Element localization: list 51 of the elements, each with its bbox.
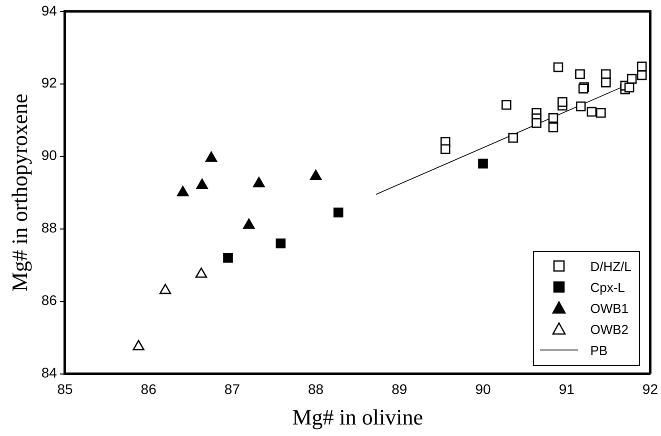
y-axis-title: Mg# in orthopyroxene <box>6 94 32 292</box>
point <box>223 252 233 263</box>
point <box>177 186 189 196</box>
x-axis-title: Mg# in olivine <box>292 404 423 430</box>
point <box>548 113 558 123</box>
x-tick-label: 87 <box>224 381 240 398</box>
point <box>508 132 518 143</box>
point <box>195 267 208 278</box>
point <box>132 340 144 350</box>
point <box>601 78 611 88</box>
legend-label: OWB2 <box>590 322 628 337</box>
point <box>575 69 585 79</box>
point <box>596 108 606 118</box>
point <box>586 106 597 117</box>
point <box>558 97 568 107</box>
point <box>548 122 558 132</box>
legend-label: PB <box>590 342 608 358</box>
legend-label: D/HZ/L <box>590 258 632 274</box>
point <box>333 208 344 218</box>
point <box>532 118 542 128</box>
point <box>253 176 265 188</box>
point <box>205 152 218 162</box>
point <box>310 170 322 180</box>
point <box>276 238 286 248</box>
x-tick-label: 85 <box>57 381 73 398</box>
point <box>243 218 255 229</box>
point <box>624 82 634 92</box>
legend-label: OWB1 <box>590 300 628 316</box>
y-tick-label: 94 <box>41 2 58 18</box>
point <box>159 284 172 294</box>
point <box>636 70 647 80</box>
x-tick-label: 86 <box>140 381 157 398</box>
x-tick-label: 88 <box>308 381 324 398</box>
point <box>440 144 450 154</box>
point <box>553 62 564 72</box>
legend-label: Cpx-L <box>590 280 625 295</box>
y-tick-label: 84 <box>41 364 58 381</box>
point <box>576 101 586 112</box>
x-tick-label: 91 <box>558 381 575 398</box>
x-tick-label: 92 <box>642 381 658 398</box>
x-tick-label: 89 <box>392 381 408 398</box>
point <box>478 158 488 168</box>
point <box>626 74 637 84</box>
y-tick-label: 86 <box>41 292 58 308</box>
point <box>196 178 208 189</box>
y-tick-label: 90 <box>41 147 58 164</box>
y-tick-label: 88 <box>41 220 58 236</box>
point <box>636 62 647 72</box>
point <box>502 100 512 110</box>
x-tick-label: 90 <box>475 381 491 398</box>
y-tick-label: 92 <box>41 74 58 91</box>
